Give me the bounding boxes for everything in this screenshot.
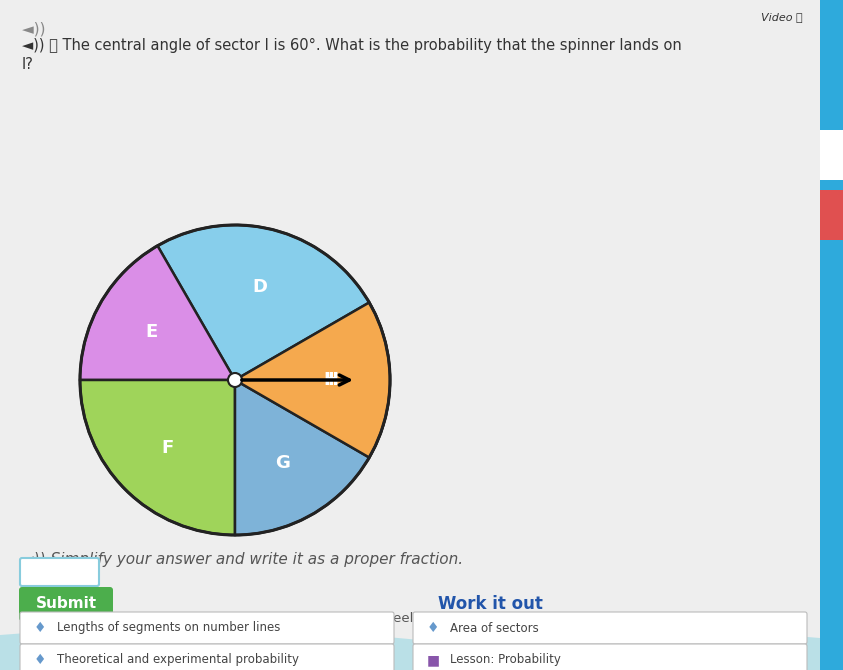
Wedge shape bbox=[235, 380, 369, 535]
Text: Video ⓥ: Video ⓥ bbox=[761, 12, 803, 22]
Circle shape bbox=[228, 373, 242, 387]
FancyBboxPatch shape bbox=[413, 612, 807, 644]
Text: ◄)) 🧑 The central angle of sector I is 60°. What is the probability that the spi: ◄)) 🧑 The central angle of sector I is 6… bbox=[22, 38, 682, 53]
Wedge shape bbox=[235, 302, 390, 458]
Text: Not feeling ready yet? These can help:: Not feeling ready yet? These can help: bbox=[361, 612, 619, 625]
Text: ■: ■ bbox=[427, 653, 439, 667]
Text: H: H bbox=[324, 371, 339, 389]
Text: E: E bbox=[146, 323, 158, 341]
Wedge shape bbox=[158, 225, 369, 380]
Wedge shape bbox=[80, 246, 235, 380]
Bar bbox=[820, 190, 843, 240]
FancyBboxPatch shape bbox=[413, 644, 807, 670]
Wedge shape bbox=[80, 380, 235, 535]
Text: Lengths of segments on number lines: Lengths of segments on number lines bbox=[57, 622, 281, 634]
FancyBboxPatch shape bbox=[19, 587, 113, 621]
FancyBboxPatch shape bbox=[20, 644, 394, 670]
Text: Theoretical and experimental probability: Theoretical and experimental probability bbox=[57, 653, 299, 667]
Text: F: F bbox=[161, 439, 173, 457]
Text: ♦: ♦ bbox=[427, 621, 439, 635]
Text: G: G bbox=[276, 454, 291, 472]
Wedge shape bbox=[235, 302, 390, 458]
FancyBboxPatch shape bbox=[20, 558, 99, 586]
Text: Work it out: Work it out bbox=[438, 595, 542, 613]
Polygon shape bbox=[0, 620, 820, 670]
Bar bbox=[820, 130, 843, 180]
Text: ♦: ♦ bbox=[34, 621, 46, 635]
Text: I: I bbox=[328, 371, 335, 389]
FancyBboxPatch shape bbox=[20, 612, 394, 644]
Text: I?: I? bbox=[22, 57, 34, 72]
Text: Lesson: Probability: Lesson: Probability bbox=[450, 653, 561, 667]
Text: Area of sectors: Area of sectors bbox=[450, 622, 539, 634]
Text: ◄)) Simplify your answer and write it as a proper fraction.: ◄)) Simplify your answer and write it as… bbox=[22, 552, 463, 567]
Text: D: D bbox=[252, 278, 267, 296]
Text: ♦: ♦ bbox=[34, 653, 46, 667]
Text: ◄)): ◄)) bbox=[22, 22, 51, 37]
Bar bbox=[820, 0, 843, 670]
Text: Submit: Submit bbox=[35, 596, 97, 612]
